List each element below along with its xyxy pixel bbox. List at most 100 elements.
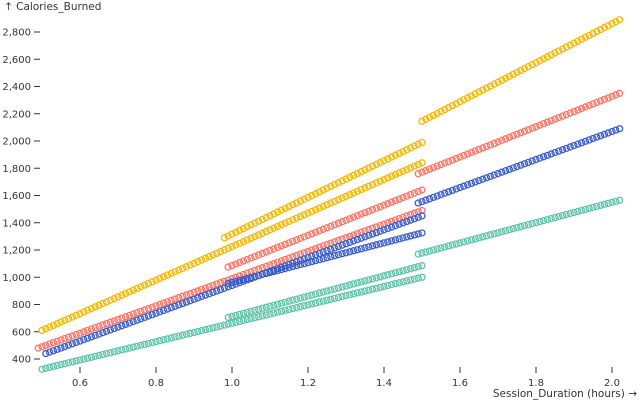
data-point (201, 254, 210, 262)
data-point (581, 205, 590, 214)
data-point (608, 92, 616, 100)
data-point (285, 263, 293, 272)
data-point (384, 281, 392, 290)
data-point (323, 247, 331, 255)
data-point (121, 289, 130, 298)
data-point (422, 248, 430, 256)
data-point (395, 195, 403, 203)
data-point (372, 241, 381, 249)
data-point (319, 288, 327, 296)
data-point (95, 301, 103, 309)
data-point (106, 326, 115, 334)
data-point (395, 268, 403, 276)
data-point (304, 258, 312, 267)
data-point (357, 234, 365, 242)
data-point (414, 274, 422, 282)
data-point (308, 230, 316, 238)
data-point (194, 327, 202, 336)
data-point (190, 288, 198, 296)
data-point (72, 330, 80, 339)
data-point (224, 313, 232, 322)
data-point (277, 307, 286, 315)
data-point (129, 343, 137, 351)
data-point (99, 321, 107, 329)
data-point (414, 170, 422, 178)
data-point (224, 283, 232, 291)
y-tick-label: 2,600 (2, 55, 31, 66)
data-point (76, 356, 84, 364)
data-point (414, 140, 422, 148)
data-point (452, 154, 460, 163)
data-point (346, 291, 354, 299)
data-point (562, 110, 571, 119)
data-point (422, 167, 430, 175)
data-point (349, 213, 358, 221)
data-point (467, 148, 476, 157)
data-point (387, 172, 396, 180)
data-point (224, 263, 232, 271)
data-point (384, 238, 392, 246)
data-point (422, 196, 430, 204)
data-point (528, 219, 536, 228)
data-point (387, 280, 396, 289)
data-point (281, 298, 289, 306)
data-point (600, 95, 609, 104)
data-point (327, 245, 335, 253)
data-point (509, 164, 517, 172)
data-point (372, 284, 381, 292)
data-point (486, 141, 495, 149)
data-point (243, 274, 251, 283)
data-point (551, 148, 559, 157)
data-point (289, 201, 297, 209)
data-point (494, 229, 502, 237)
data-point (262, 213, 270, 222)
data-point (513, 224, 521, 232)
data-point (384, 224, 392, 233)
data-point (585, 31, 593, 39)
data-point (277, 221, 286, 229)
data-point (258, 229, 267, 237)
data-point (133, 309, 141, 317)
data-point (380, 239, 388, 247)
data-point (418, 197, 426, 206)
data-point (224, 232, 232, 240)
data-point (334, 284, 343, 292)
data-point (604, 94, 612, 102)
data-point (57, 336, 65, 344)
data-point (410, 162, 419, 170)
data-point (232, 277, 240, 286)
data-point (118, 346, 126, 354)
data-point (406, 276, 415, 284)
data-point (64, 315, 73, 323)
data-point (463, 237, 472, 245)
x-tick-label: 1.4 (376, 378, 392, 389)
data-point (57, 360, 65, 369)
data-point (479, 86, 487, 94)
data-point (338, 250, 346, 258)
data-point (342, 249, 350, 257)
data-point (224, 279, 232, 288)
data-point (239, 237, 248, 246)
data-point (34, 344, 42, 352)
data-point (456, 183, 464, 192)
data-point (581, 137, 590, 146)
data-point (528, 124, 536, 132)
data-point (612, 126, 620, 134)
data-point (209, 251, 217, 259)
data-point (539, 216, 548, 225)
data-point (547, 214, 555, 223)
data-point (292, 199, 301, 207)
data-point (315, 256, 324, 264)
data-point (235, 226, 244, 235)
data-point (311, 299, 320, 307)
data-point (589, 100, 597, 108)
data-point (330, 197, 339, 206)
data-point (368, 285, 377, 293)
data-point (175, 301, 183, 309)
data-point (281, 219, 289, 227)
data-point (425, 247, 434, 255)
data-point (110, 324, 118, 333)
data-point (80, 308, 88, 316)
data-point (414, 213, 422, 221)
data-point (577, 35, 586, 43)
